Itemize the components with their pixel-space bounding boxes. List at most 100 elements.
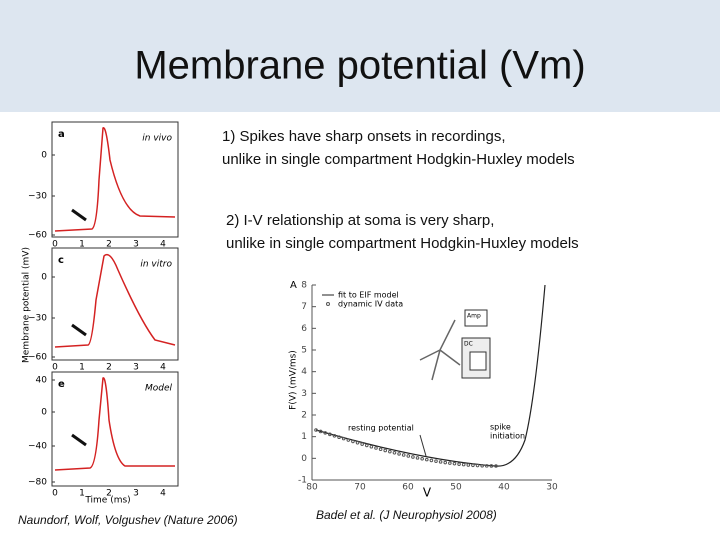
inset-label: Amp [467, 313, 481, 320]
inset-monitor [469, 351, 487, 371]
data-dot [318, 429, 323, 434]
x-tick-label: 0 [52, 363, 58, 373]
panel-label: e [58, 379, 65, 390]
data-dot [364, 443, 369, 448]
data-dot [406, 454, 411, 458]
x-tick-label: 3 [133, 363, 139, 373]
y-tick-label: 6 [301, 324, 307, 334]
caption: Badel et al. (J Neurophysiol 2008) [316, 508, 497, 522]
panel-frame [51, 247, 179, 361]
panel-frame [51, 121, 179, 238]
slide-title: Membrane potential (Vm) [134, 44, 585, 88]
panel-note: in vitro [140, 260, 172, 270]
x-tick-label: 50 [450, 483, 462, 493]
figure-right: A 8 7 6 5 4 3 2 1 0 -180 70 60 50 40 30 F(V) (mV/ms) fit … [289, 280, 558, 500]
x-tick-label: 1 [79, 240, 85, 250]
y-tick-label: 1 [301, 432, 307, 442]
x-tick-label: 70 [354, 483, 366, 493]
data-dot [424, 457, 429, 462]
data-dot [471, 463, 475, 468]
legend-label: fit to EIF model [338, 291, 399, 300]
y-tick-label: 5 [301, 346, 307, 356]
y-axis-label: F(V) (mV/ms) [289, 350, 299, 410]
y-tick-label: -1 [298, 476, 307, 486]
x-tick-label: 40 [498, 483, 510, 493]
x-tick-label: 80 [306, 483, 318, 493]
fit-curve [315, 284, 546, 467]
point-line: 1) Spikes have sharp onsets in recording… [222, 128, 505, 145]
legend-label: dynamic IV data [338, 300, 403, 309]
x-tick-label: 1 [79, 489, 85, 499]
data-dot [494, 464, 498, 468]
data-dot [355, 440, 360, 445]
data-dot [438, 460, 443, 464]
data-dot [415, 456, 420, 460]
x-tick-label: 30 [546, 483, 558, 493]
axis-symbol: V [423, 486, 432, 500]
data-dot [397, 452, 401, 456]
data-dot [466, 463, 471, 467]
x-tick-label: 2 [106, 489, 112, 499]
x-tick-label: 4 [160, 489, 166, 499]
data-dot [484, 464, 489, 468]
x-tick-label: 2 [106, 240, 112, 250]
data-dot [383, 448, 388, 453]
panel-note: Model [145, 384, 173, 394]
data-dot [411, 455, 415, 459]
data-dot [374, 446, 378, 450]
data-dot [434, 459, 438, 463]
y-tick-label: −80 [28, 478, 47, 488]
data-dot [378, 447, 383, 452]
data-dot [328, 432, 332, 437]
y-tick-label: 0 [41, 273, 47, 283]
panel-frame [51, 371, 179, 487]
data-dot [429, 458, 434, 463]
x-tick-label: 4 [160, 363, 166, 373]
figure-left: a in vivo 0 −30 −60 0 1 2 3 4 c in vitro 0 −30 −60 0 1 2 3… [22, 121, 179, 506]
neuron [419, 319, 461, 381]
data-dot [369, 444, 374, 449]
arrow [71, 323, 87, 337]
data-dot [420, 456, 424, 461]
inset-box [464, 309, 488, 327]
x-axis-label: Time (ms) [84, 496, 130, 506]
data-dot [457, 462, 461, 466]
x-tick-label: 4 [160, 240, 166, 250]
x-tick-label: 3 [133, 489, 139, 499]
y-tick-label: 3 [301, 389, 307, 399]
data-dot [475, 463, 480, 468]
y-tick-label: 2 [301, 411, 307, 421]
data-dot [360, 442, 364, 446]
point-line: 2) I-V relationship at soma is very shar… [226, 212, 494, 229]
panel-label: a [58, 129, 65, 140]
y-tick-label: 4 [301, 367, 307, 377]
annotation: initiation [490, 432, 525, 441]
y-tick-label: −40 [28, 442, 47, 452]
annotation: spike [490, 423, 511, 432]
y-tick-label: 7 [301, 302, 307, 312]
data-dot [448, 461, 452, 465]
legend-dot [326, 302, 330, 306]
arrow [71, 208, 87, 222]
point-line: unlike in single compartment Hodgkin-Hux… [226, 235, 579, 252]
annotation: resting potential [348, 424, 414, 433]
panel-label: c [58, 255, 64, 266]
y-tick-label: 0 [41, 151, 47, 161]
data-dot [461, 462, 466, 467]
x-tick-label: 60 [402, 483, 414, 493]
data-dot [401, 453, 406, 457]
y-tick-label: −60 [28, 353, 47, 363]
x-tick-label: 1 [79, 363, 85, 373]
point-line: unlike in single compartment Hodgkin-Hux… [222, 151, 575, 168]
data-dot [388, 449, 392, 454]
data-dot [337, 435, 341, 440]
y-tick-label: 40 [36, 376, 48, 386]
data-dot [489, 464, 494, 468]
data-dot [332, 433, 337, 438]
data-dot [323, 431, 328, 435]
inset-label: DC [464, 341, 473, 348]
data-dot [480, 463, 484, 468]
title-bar [0, 0, 720, 112]
data-dot [346, 438, 351, 442]
arrow [71, 433, 87, 447]
